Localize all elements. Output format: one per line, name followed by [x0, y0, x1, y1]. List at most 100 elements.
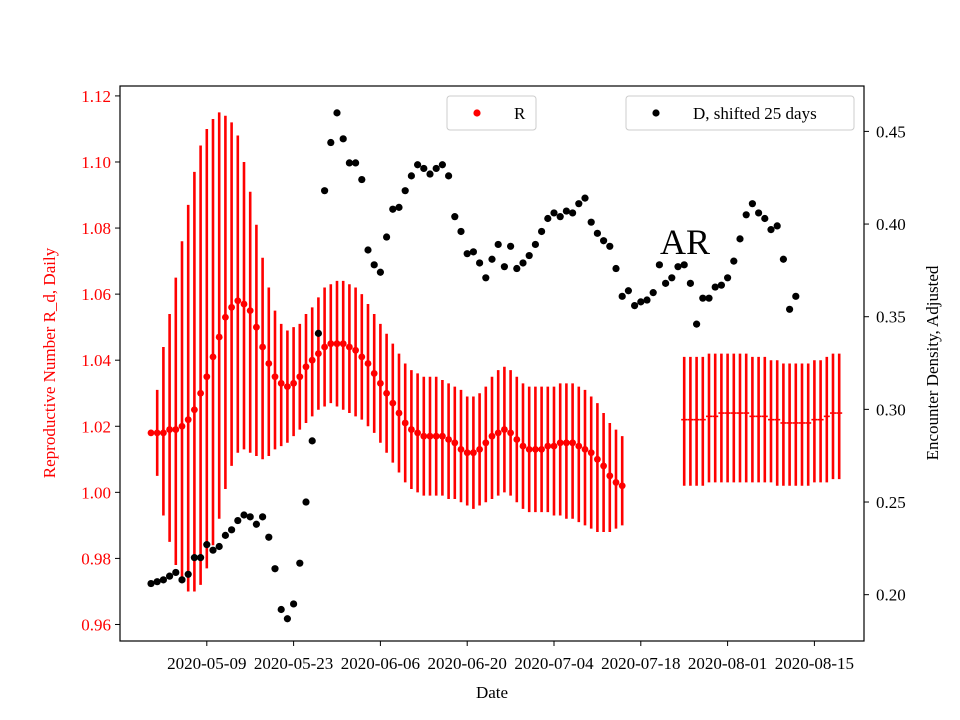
- d-point: [792, 292, 800, 300]
- legend-r-label: R: [514, 104, 526, 123]
- r-point: [538, 445, 545, 453]
- d-point: [730, 257, 738, 265]
- y-axis-right: 0.20 0.25 0.30 0.35 0.40 0.45: [864, 122, 906, 605]
- d-point: [500, 263, 508, 271]
- d-point: [779, 255, 788, 263]
- r-point: [420, 432, 428, 440]
- y-left-tick-label: 1.06: [81, 285, 111, 304]
- r-point: [265, 360, 273, 367]
- r-point: [408, 426, 415, 433]
- d-point: [215, 542, 223, 551]
- d-point: [662, 279, 670, 287]
- y-right-tick-label: 0.45: [876, 122, 906, 141]
- d-point: [358, 175, 366, 184]
- d-point: [637, 298, 645, 306]
- r-point: [234, 297, 242, 305]
- d-point: [705, 294, 713, 302]
- x-tick-label: 2020-07-04: [514, 654, 594, 673]
- d-point: [438, 161, 446, 169]
- x-tick-label: 2020-05-23: [254, 654, 333, 673]
- d-point: [724, 274, 732, 282]
- d-point: [469, 248, 477, 256]
- r-point: [178, 422, 186, 430]
- r-point: [494, 429, 502, 437]
- d-point: [556, 213, 564, 221]
- d-point: [277, 605, 285, 614]
- r-point: [290, 379, 297, 387]
- r-point: [482, 439, 490, 447]
- x-tick-label: 2020-08-01: [688, 654, 767, 673]
- d-point: [389, 205, 397, 213]
- r-point: [432, 432, 440, 440]
- d-point: [308, 437, 316, 445]
- d-point: [655, 261, 664, 269]
- d-point: [624, 287, 633, 295]
- y-left-tick-label: 0.96: [81, 615, 111, 634]
- d-point: [736, 235, 744, 243]
- y-right-tick-label: 0.25: [876, 493, 906, 512]
- x-tick-label: 2020-06-20: [428, 654, 507, 673]
- d-point: [686, 279, 695, 287]
- d-point: [748, 200, 757, 208]
- legend-d-box: [625, 95, 855, 131]
- r-point: [507, 429, 514, 437]
- r-point: [501, 426, 508, 433]
- d-point: [203, 541, 211, 549]
- r-point: [364, 360, 372, 367]
- d-point: [420, 164, 428, 173]
- r-point: [184, 416, 192, 424]
- d-point: [451, 213, 459, 221]
- legend-r-box: [446, 95, 537, 131]
- d-point: [376, 268, 384, 276]
- r-point: [228, 303, 236, 311]
- r-point: [160, 429, 167, 437]
- r-point: [587, 449, 595, 457]
- d-point: [575, 200, 583, 208]
- d-point: [767, 226, 775, 234]
- d-point: [414, 161, 422, 169]
- d-point: [302, 498, 310, 506]
- r-point: [191, 406, 198, 414]
- series-r: [147, 112, 843, 592]
- d-point: [711, 283, 719, 291]
- r-point: [470, 449, 477, 457]
- d-point: [259, 513, 267, 521]
- d-point: [717, 281, 726, 289]
- r-point: [271, 373, 279, 381]
- r-point: [488, 432, 496, 440]
- d-point: [544, 214, 552, 223]
- y-left-tick-label: 1.04: [81, 351, 111, 370]
- d-point: [525, 251, 533, 260]
- y-left-tick-label: 1.10: [81, 153, 111, 172]
- d-point: [296, 559, 304, 567]
- r-point: [377, 379, 384, 387]
- r-point: [315, 350, 322, 357]
- region-label: AR: [660, 222, 710, 262]
- d-point: [761, 214, 769, 223]
- d-point: [283, 615, 291, 623]
- d-point: [593, 229, 602, 237]
- r-point: [321, 343, 328, 351]
- x-axis: 2020-05-09 2020-05-23 2020-06-06 2020-06-20…: [167, 641, 854, 673]
- r-point: [153, 429, 161, 437]
- r-point: [476, 445, 483, 453]
- d-point: [674, 263, 682, 271]
- r-point: [215, 333, 223, 341]
- d-point: [166, 572, 174, 580]
- r-point: [222, 313, 229, 321]
- d-point: [407, 172, 415, 180]
- r-point: [370, 370, 378, 377]
- r-point: [575, 442, 583, 450]
- d-point: [265, 533, 273, 541]
- r-point: [302, 363, 310, 371]
- y-right-tick-label: 0.30: [876, 400, 906, 419]
- r-point: [513, 436, 521, 443]
- d-point: [228, 526, 236, 534]
- d-point: [172, 568, 180, 577]
- r-point: [296, 373, 304, 381]
- r-point: [172, 426, 180, 433]
- y-axis-left-title: Reproductive Number R_d, Daily: [40, 247, 59, 478]
- d-point: [178, 576, 186, 584]
- d-point: [426, 170, 434, 178]
